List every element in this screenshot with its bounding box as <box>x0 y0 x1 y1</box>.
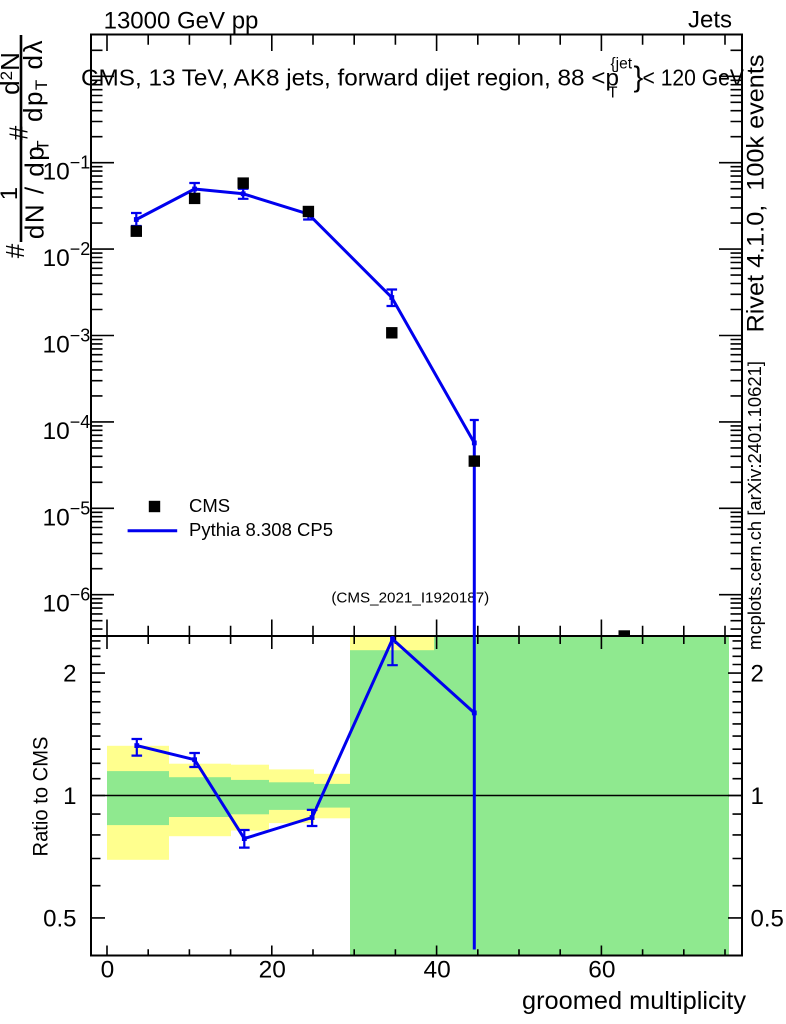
svg-text:groomed multiplicity: groomed multiplicity <box>522 987 746 1015</box>
svg-text:< 120 GeV: < 120 GeV <box>643 64 745 90</box>
svg-text:10−2: 10−2 <box>43 239 91 272</box>
svg-text:2: 2 <box>63 661 76 688</box>
svg-text:(CMS_2021_I1920187): (CMS_2021_I1920187) <box>331 590 489 607</box>
svg-text:0: 0 <box>101 957 115 984</box>
svg-text:10−6: 10−6 <box>43 585 91 618</box>
svg-text:40: 40 <box>423 957 450 984</box>
svg-text:0.5: 0.5 <box>751 906 784 933</box>
svg-text:13000 GeV pp: 13000 GeV pp <box>104 8 259 35</box>
svg-text:Rivet 4.1.0, 100k events: Rivet 4.1.0, 100k events <box>743 55 770 333</box>
svg-text:CMS, 13 TeV, AK8 jets, forward: CMS, 13 TeV, AK8 jets, forward dijet reg… <box>81 64 619 90</box>
svg-text:1: 1 <box>0 187 23 200</box>
svg-text:#: # <box>0 243 30 258</box>
svg-text:10−5: 10−5 <box>43 498 91 531</box>
svg-text:#: # <box>3 125 33 140</box>
svg-text:10−4: 10−4 <box>43 412 91 445</box>
svg-text:1: 1 <box>751 783 764 810</box>
svg-text:1: 1 <box>63 783 76 810</box>
svg-text:CMS: CMS <box>189 495 230 516</box>
svg-text:10−3: 10−3 <box>43 326 91 359</box>
svg-text:mcplots.cern.ch [arXiv:2401.10: mcplots.cern.ch [arXiv:2401.10621] <box>744 361 765 650</box>
svg-text:Pythia 8.308 CP5: Pythia 8.308 CP5 <box>189 519 333 540</box>
svg-text:60: 60 <box>588 957 615 984</box>
svg-text:}: } <box>634 62 644 94</box>
svg-text:Jets: Jets <box>688 7 732 34</box>
svg-text:2: 2 <box>751 661 764 688</box>
svg-text:dN / dpT: dN / dpT <box>19 139 52 239</box>
svg-text:d2N: d2N <box>0 52 25 95</box>
svg-text:10−1: 10−1 <box>43 153 91 186</box>
svg-text:Ratio to CMS: Ratio to CMS <box>30 737 53 857</box>
svg-text:20: 20 <box>259 957 286 984</box>
svg-text:T: T <box>608 85 618 102</box>
svg-text:{jet: {jet <box>611 56 633 73</box>
svg-text:0.5: 0.5 <box>43 906 76 933</box>
